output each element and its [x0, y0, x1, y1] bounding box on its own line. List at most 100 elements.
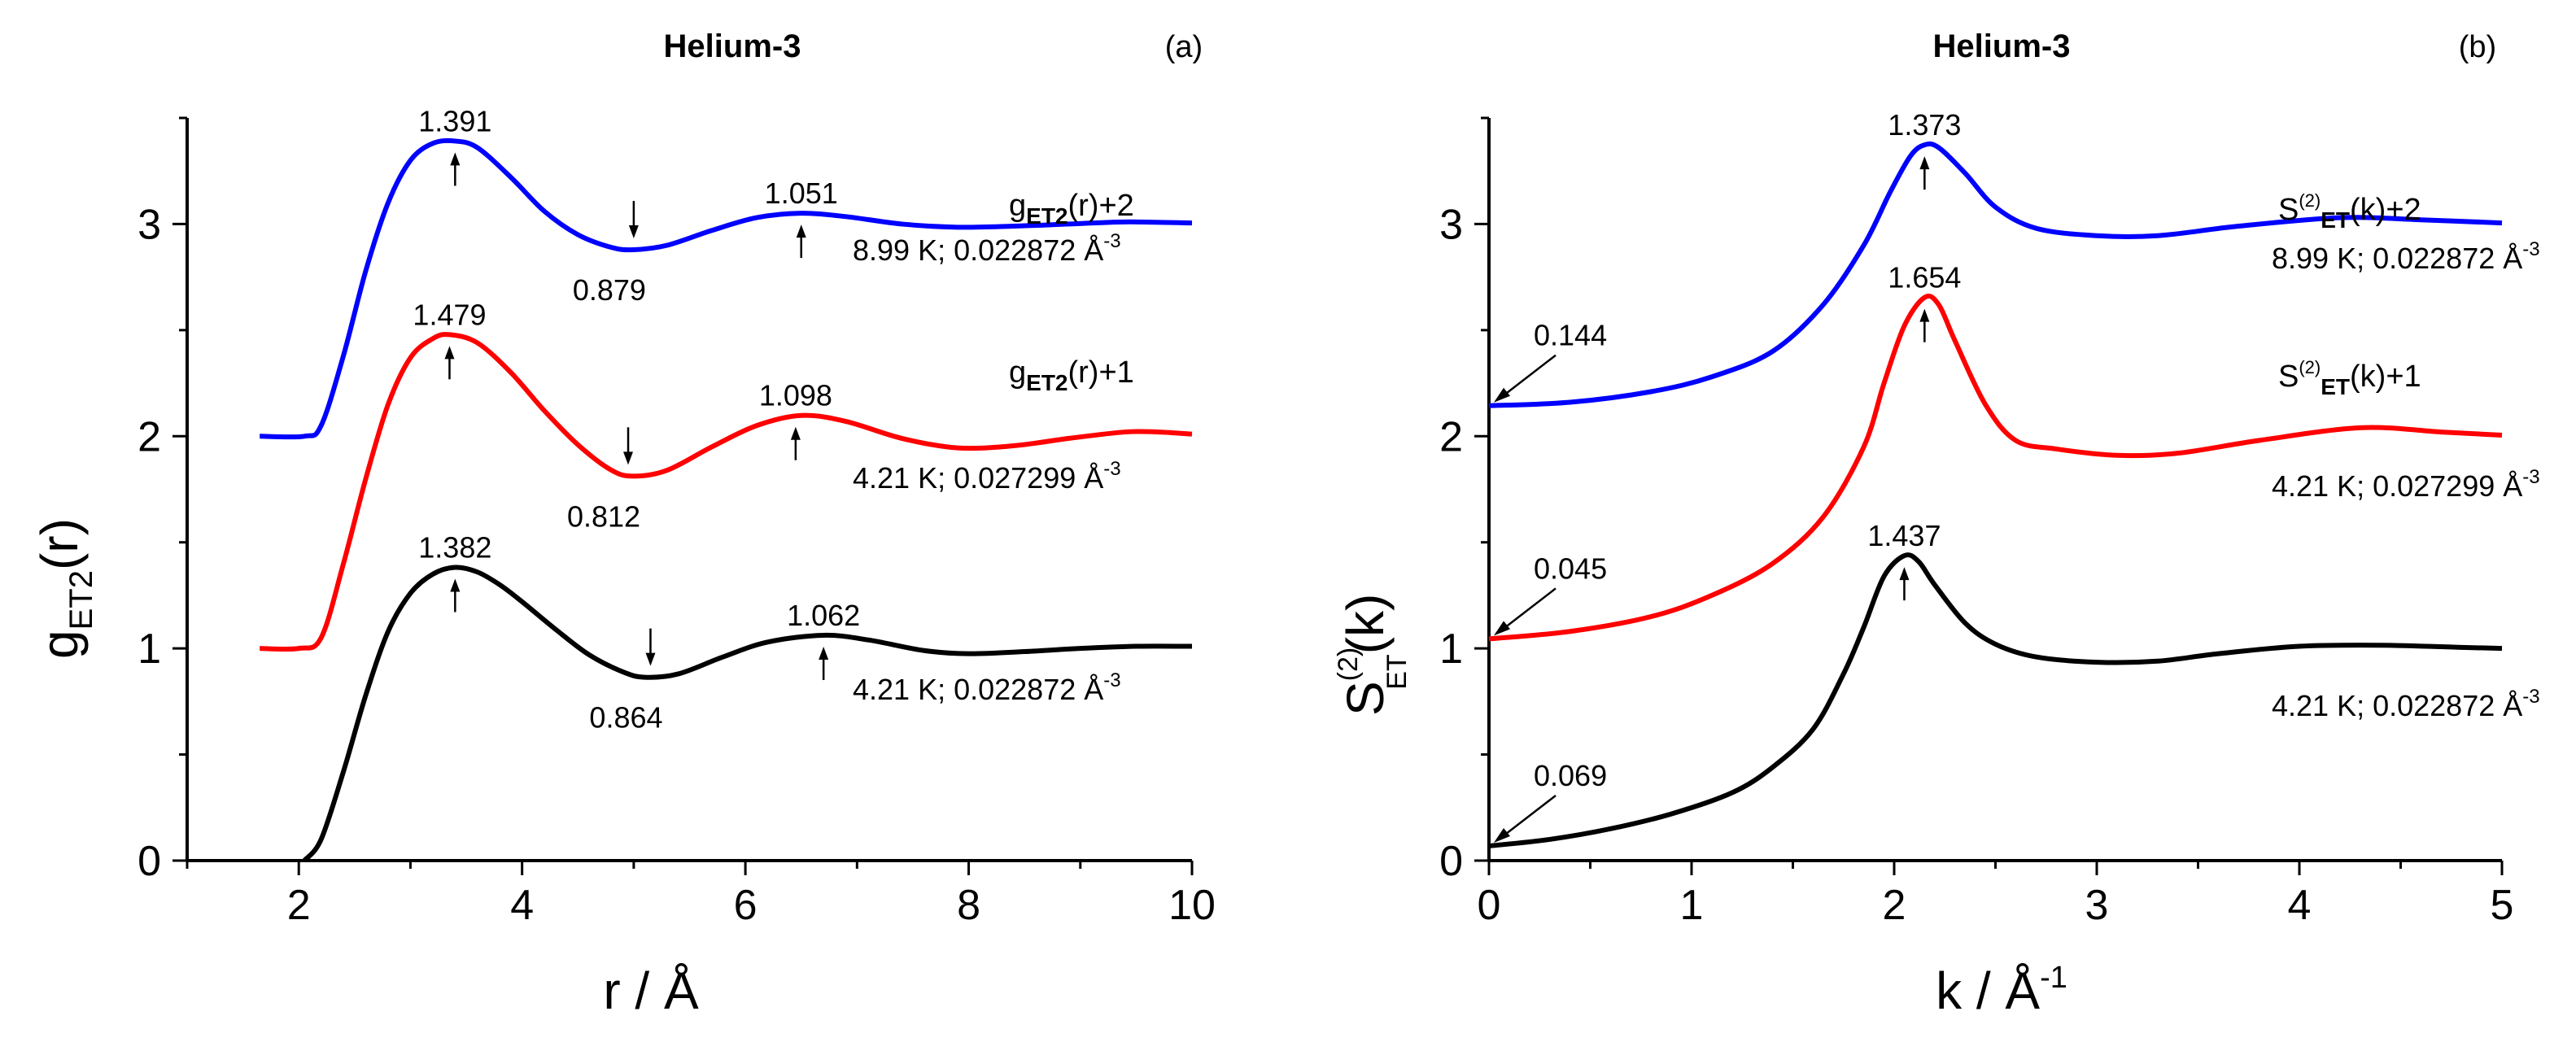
annotation-arrowhead	[628, 225, 639, 238]
panel-b-ylabel-sub: ET	[1382, 654, 1412, 689]
data-label: 1.479	[413, 298, 486, 331]
series-line	[1488, 141, 2503, 408]
x-tick-label: 6	[734, 882, 758, 929]
panel-b-ylabel: S(2) ET(k)	[1333, 594, 1412, 716]
panel-a-annotations: 1.391 0.879 1.051 1.479 0.812 1.098 1.382 0.864…	[413, 104, 860, 734]
y-tick-label: 1	[138, 626, 161, 673]
data-label: 1.098	[759, 379, 832, 412]
condition-label: 4.21 K; 0.022872 Å-3	[2272, 686, 2540, 722]
y-tick-label: 0	[138, 838, 161, 885]
panel-b-label: (b)	[2459, 30, 2496, 64]
panel-a-ylabel: gET2(r)	[30, 518, 99, 659]
condition-label: 4.21 K; 0.027299 Å-3	[2272, 466, 2540, 503]
data-label: 1.062	[787, 599, 860, 632]
y-tick-label: 2	[1439, 413, 1463, 460]
curve-label-main: S	[2278, 360, 2299, 394]
panel-b-ylabel-main: S	[1336, 681, 1395, 716]
x-tick-label: 4	[510, 882, 534, 929]
data-label: 1.437	[1867, 519, 1941, 552]
panel-a-ylabel-sub: ET2	[63, 570, 99, 630]
x-tick-label: 8	[957, 882, 980, 929]
annotation-arrowhead	[1494, 621, 1510, 636]
curve-label-sub: ET2	[1026, 370, 1068, 395]
x-tick-label: 10	[1168, 882, 1216, 929]
x-tick-label: 5	[2491, 882, 2514, 929]
data-label: 0.879	[573, 273, 646, 307]
condition-label: 8.99 K; 0.022872 Å-3	[2272, 238, 2540, 275]
annotation-arrowhead	[790, 426, 801, 440]
panel-a-axes: 2 4 6 8 10 0 1 2 3	[138, 116, 1216, 929]
panel-b-annotations: 1.373 1.654 1.437 0.144 0.045 0.069	[1494, 108, 1961, 844]
curve-label-sup: (2)	[2299, 190, 2321, 211]
panel-a-ylabel-tail: (r)	[30, 518, 89, 570]
series-line	[260, 137, 1193, 440]
series-line	[260, 332, 1193, 652]
panel-b: Helium-3 (b) 0 1 2 3 4 5 0 1 2 3 4.21 K; 0.022872…	[1333, 28, 2540, 1020]
curve-label-sup: (2)	[2299, 357, 2321, 377]
annotation-arrowhead	[1494, 387, 1510, 403]
annotation-arrowhead	[1919, 156, 1930, 170]
annotation-arrowhead	[1494, 828, 1510, 844]
annotation-arrowhead	[796, 225, 806, 238]
series-line	[302, 565, 1193, 863]
panel-a-title: Helium-3	[664, 28, 801, 64]
annotation-arrow	[1498, 795, 1557, 840]
curve-label-main: g	[1009, 189, 1026, 223]
data-label: 0.045	[1534, 552, 1607, 585]
panel-b-xlabel-sup: -1	[2040, 961, 2067, 995]
annotation-arrowhead	[819, 646, 829, 660]
curve-label-tail: (k)+2	[2350, 193, 2421, 227]
y-tick-label: 3	[1439, 201, 1463, 248]
data-label: 1.654	[1888, 261, 1961, 294]
annotation-arrowhead	[623, 451, 634, 465]
annotation-arrowhead	[1899, 567, 1910, 581]
panel-b-curves: 4.21 K; 0.022872 Å-3 4.21 K; 0.027299 Å-3…	[1488, 141, 2540, 848]
annotation-arrowhead	[450, 152, 461, 166]
curve-label-tail: (r)+2	[1068, 189, 1134, 223]
panel-a-curves: 4.21 K; 0.022872 Å-3 4.21 K; 0.027299 Å-3…	[260, 137, 1193, 863]
data-label: 0.812	[567, 499, 640, 533]
x-tick-label: 1	[1680, 882, 1704, 929]
y-tick-label: 3	[138, 201, 161, 248]
curve-label-sub: ET	[2321, 374, 2350, 399]
panel-a-curve-label-red: gET2(r)+1	[1009, 355, 1134, 395]
curve-label-sub: ET	[2321, 207, 2350, 233]
curve-label-main: g	[1009, 355, 1026, 390]
panel-b-ylabel-sup: (2)	[1333, 647, 1364, 682]
svg-text:gET2(r): gET2(r)	[30, 518, 99, 659]
x-tick-label: 4	[2288, 882, 2312, 929]
panel-a-xlabel: r / Å	[603, 961, 699, 1020]
panel-b-curve-label-red: S(2)ET(k)+1	[2278, 357, 2421, 399]
curve-label-sub: ET2	[1026, 203, 1068, 229]
curve-label-tail: (k)+1	[2350, 360, 2421, 394]
data-label: 1.382	[418, 530, 491, 564]
panel-a-label: (a)	[1165, 30, 1203, 64]
data-label: 1.373	[1888, 108, 1961, 142]
data-label: 0.864	[589, 701, 662, 735]
panel-b-xlabel-main: k / Å	[1936, 961, 2040, 1020]
annotation-arrowhead	[1919, 308, 1930, 322]
y-tick-label: 1	[1439, 626, 1463, 673]
x-tick-label: 2	[1883, 882, 1906, 929]
x-tick-label: 0	[1478, 882, 1501, 929]
annotation-arrowhead	[450, 578, 461, 592]
panel-a-ylabel-main: g	[30, 630, 89, 659]
curve-label-main: S	[2278, 193, 2299, 227]
panel-b-ylabel-tail: (k)	[1336, 594, 1395, 655]
data-label: 1.391	[418, 104, 491, 137]
annotation-arrow	[1498, 354, 1557, 400]
series-line	[1488, 552, 2503, 848]
annotation-arrowhead	[444, 346, 455, 360]
y-tick-label: 0	[1439, 838, 1463, 885]
data-label: 0.069	[1534, 759, 1607, 792]
panel-a-curve-label-blue: gET2(r)+2	[1009, 189, 1134, 229]
y-tick-label: 2	[138, 413, 161, 460]
condition-label: 4.21 K; 0.022872 Å-3	[853, 669, 1121, 706]
x-tick-label: 2	[287, 882, 311, 929]
annotation-arrow	[1498, 587, 1557, 634]
panel-b-xlabel: k / Å-1	[1936, 961, 2067, 1020]
panel-a: Helium-3 (a) 2 4 6 8 10 0 1 2 3 4.21 K; 0.022872…	[30, 28, 1216, 1020]
condition-label: 8.99 K; 0.022872 Å-3	[853, 230, 1121, 267]
data-label: 0.144	[1534, 319, 1607, 352]
